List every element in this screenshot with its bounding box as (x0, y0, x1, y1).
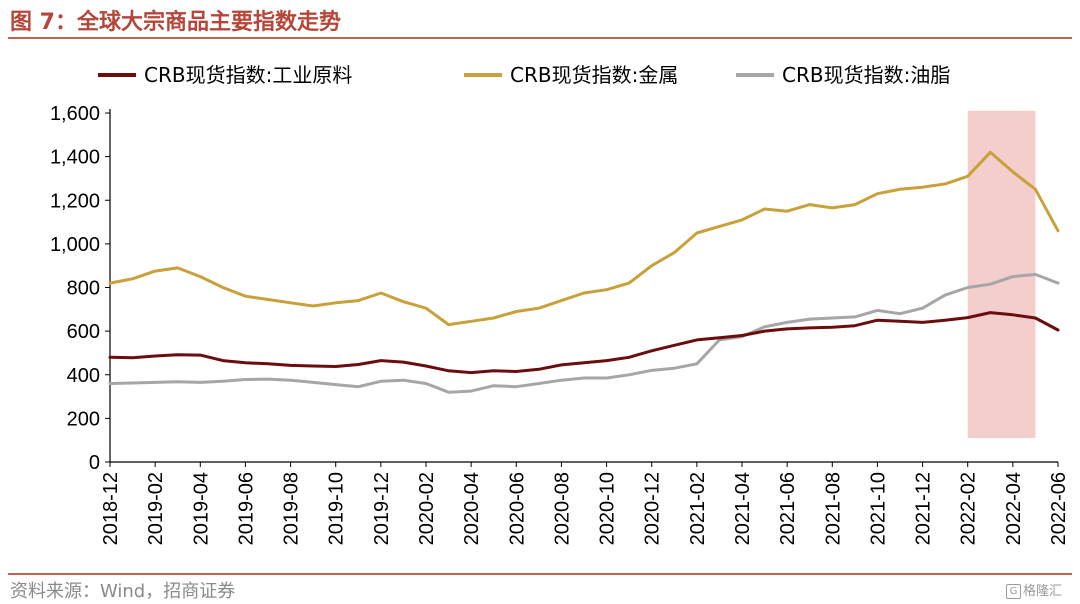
x-tick-label: 2022-06 (1048, 472, 1070, 545)
x-tick-label: 2019-04 (190, 472, 212, 545)
x-tick-label: 2021-02 (687, 472, 709, 545)
x-tick-label: 2020-06 (506, 472, 528, 545)
x-tick-label: 2021-08 (822, 472, 844, 545)
y-tick-label: 1,400 (50, 147, 100, 169)
x-tick-label: 2021-04 (732, 472, 754, 545)
x-tick-label: 2022-02 (958, 472, 980, 545)
y-tick-label: 1,600 (50, 103, 100, 125)
source-rule (8, 573, 1072, 575)
x-tick-label: 2022-04 (1003, 472, 1025, 545)
x-tick-label: 2020-02 (416, 472, 438, 545)
legend: CRB现货指数:工业原料 CRB现货指数:金属 CRB现货指数:油脂 (98, 63, 950, 87)
x-tick-label: 2020-08 (551, 472, 573, 545)
axes: 0 200 400 600 800 1,000 1,200 1,400 1,600 2018-12… (50, 103, 1070, 545)
series-line (108, 272, 1060, 394)
x-tick-label: 2021-10 (867, 472, 889, 545)
x-tick-label: 2019-06 (235, 472, 257, 545)
legend-label: CRB现货指数:金属 (510, 63, 678, 87)
series-layer (108, 150, 1060, 394)
y-tick-label: 800 (67, 278, 100, 300)
title-rule (8, 37, 1072, 39)
x-tick-label: 2018-12 (100, 472, 122, 545)
x-tick-label: 2019-08 (281, 472, 303, 545)
y-tick-label: 1,000 (50, 234, 100, 256)
legend-label: CRB现货指数:工业原料 (144, 63, 352, 87)
x-tick-label: 2021-12 (913, 472, 935, 545)
y-tick-label: 0 (89, 452, 100, 474)
y-tick-label: 1,200 (50, 190, 100, 212)
y-tick-label: 400 (67, 365, 100, 387)
x-tick-label: 2020-12 (642, 472, 664, 545)
watermark-text: 格隆汇 (1023, 584, 1063, 599)
series-line (108, 311, 1060, 375)
watermark: G 格隆汇 (1006, 580, 1062, 599)
x-tick-label: 2019-10 (326, 472, 348, 545)
legend-label: CRB现货指数:油脂 (782, 63, 950, 87)
series-line (108, 150, 1060, 327)
x-tick-label: 2020-04 (461, 472, 483, 545)
y-tick-label: 600 (67, 321, 100, 343)
x-tick-label: 2019-12 (371, 472, 393, 545)
y-tick-label: 200 (67, 408, 100, 430)
watermark-logo-icon: G (1006, 584, 1021, 599)
x-tick-label: 2020-10 (597, 472, 619, 545)
line-chart: 0 200 400 600 800 1,000 1,200 1,400 1,600 2018-12… (50, 63, 1070, 545)
figure-title: 图 7：全球大宗商品主要指数走势 (10, 10, 341, 35)
x-tick-label: 2021-06 (777, 472, 799, 545)
x-tick-label: 2019-02 (145, 472, 167, 545)
source-note: 资料来源：Wind，招商证券 (10, 581, 236, 602)
